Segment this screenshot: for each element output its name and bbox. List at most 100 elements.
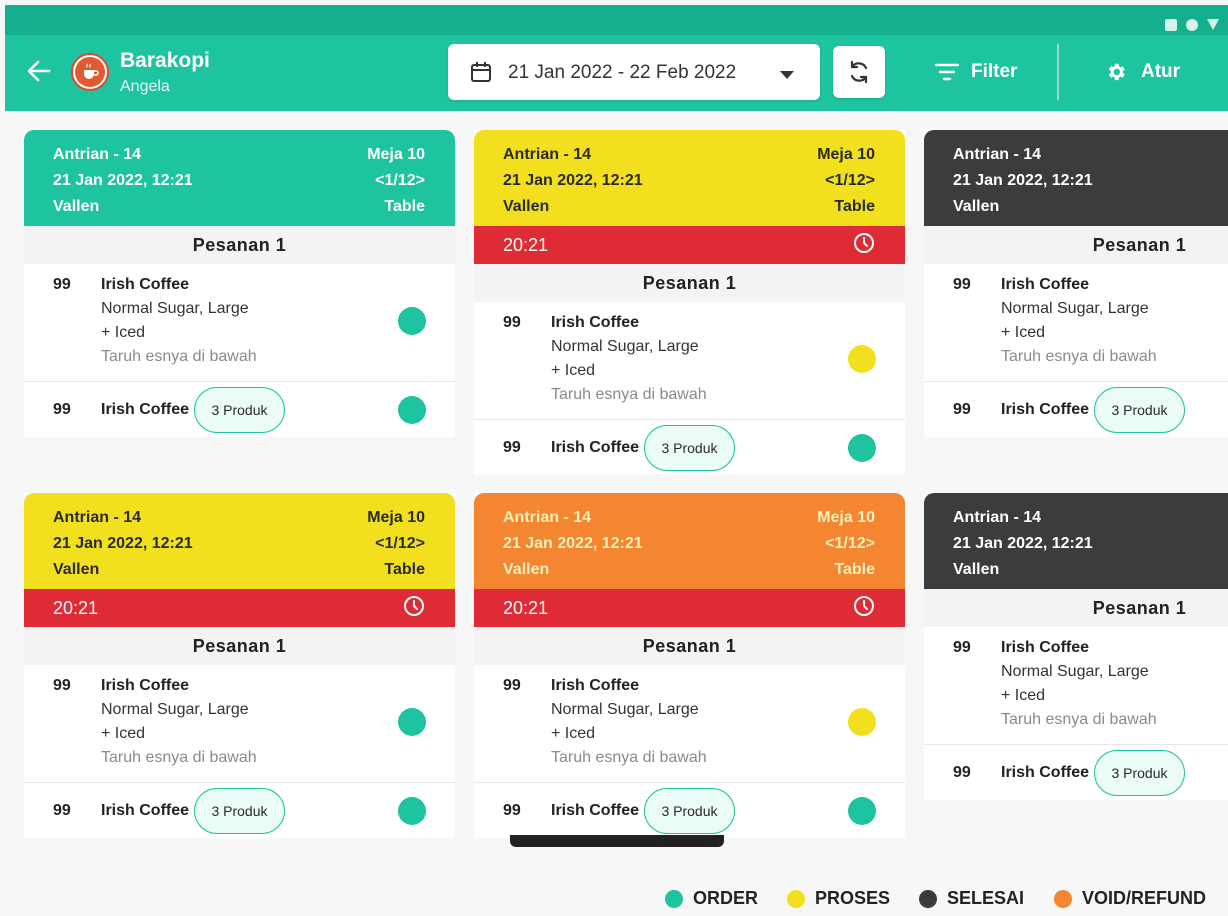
order-item[interactable]: 99 Irish Coffee Normal Sugar, Large + Iced T…	[474, 665, 905, 783]
item-variant: Normal Sugar, Large	[1001, 300, 1149, 317]
item-status-dot[interactable]	[848, 434, 876, 462]
item-note: Taruh esnya di bawah	[551, 749, 707, 766]
clock-icon	[853, 232, 875, 259]
order-item[interactable]: 99 Irish Coffee Normal Sugar, Large + Iced T…	[924, 627, 1228, 745]
order-card[interactable]: Antrian - 14 Meja 10 21 Jan 2022, 12:21 <1/…	[474, 493, 905, 838]
item-name: Irish Coffee	[101, 677, 190, 694]
order-card-header: Antrian - 14 21 Jan 2022, 12:21 Vallen	[924, 493, 1228, 589]
product-count-badge[interactable]: 3 Produk	[644, 425, 735, 471]
order-card[interactable]: Antrian - 14 Meja 10 21 Jan 2022, 12:21 <1/…	[24, 493, 455, 838]
filter-icon	[935, 63, 959, 81]
gear-icon	[1108, 63, 1125, 81]
order-section-title: Pesanan 1	[924, 589, 1228, 627]
legend-label: PROSES	[815, 888, 891, 908]
item-name: Irish Coffee	[1001, 764, 1090, 781]
clock-icon	[853, 595, 875, 622]
product-count-badge[interactable]: 3 Produk	[644, 788, 735, 834]
legend-dot	[919, 889, 937, 908]
item-name: Irish Coffee	[551, 439, 640, 456]
item-addon: + Iced	[101, 324, 146, 341]
sync-icon	[850, 60, 868, 84]
order-card-header-row: Vallen Table	[503, 194, 875, 220]
item-status-dot[interactable]	[848, 345, 876, 373]
order-card-header: Antrian - 14 Meja 10 21 Jan 2022, 12:21 <1/…	[474, 493, 905, 589]
order-card-header-row: 21 Jan 2022, 12:21 <1/12>	[53, 168, 425, 194]
filter-button[interactable]: Filter	[935, 56, 1017, 88]
legend-label: ORDER	[693, 888, 759, 908]
order-section-title: Pesanan 1	[474, 627, 905, 665]
item-status-dot[interactable]	[848, 797, 876, 825]
item-variant: Normal Sugar, Large	[551, 701, 699, 718]
order-datetime: 21 Jan 2022, 12:21	[503, 535, 643, 552]
item-name: Irish Coffee	[551, 314, 640, 331]
clock-icon	[403, 595, 425, 622]
order-customer: Vallen	[953, 198, 1000, 215]
product-count-badge[interactable]: 3 Produk	[1094, 750, 1185, 796]
item-variant: Normal Sugar, Large	[551, 338, 699, 355]
refresh-button[interactable]	[833, 46, 885, 98]
legend-label: VOID/REFUND	[1082, 888, 1207, 908]
caret-down-icon[interactable]	[779, 67, 795, 85]
item-note: Taruh esnya di bawah	[1001, 711, 1157, 728]
order-card[interactable]: Antrian - 14 21 Jan 2022, 12:21 Vallen Pesa…	[924, 130, 1228, 437]
order-item[interactable]: 99 Irish Coffee 3 Produk	[924, 745, 1228, 800]
order-item[interactable]: 99 Irish Coffee Normal Sugar, Large + Iced T…	[474, 302, 905, 420]
date-range-picker[interactable]	[448, 44, 820, 100]
order-item[interactable]: 99 Irish Coffee Normal Sugar, Large + Iced T…	[924, 264, 1228, 382]
order-card-header-row: Vallen Table	[503, 557, 875, 583]
order-table-page: <1/12>	[825, 535, 875, 552]
order-item[interactable]: 99 Irish Coffee 3 Produk	[24, 382, 455, 437]
calendar-icon	[470, 61, 492, 88]
filter-label: Filter	[971, 61, 1018, 82]
item-quantity: 99	[53, 802, 71, 819]
item-addon: + Iced	[1001, 324, 1046, 341]
order-timer: 20:21	[474, 589, 905, 627]
scroll-indicator[interactable]	[510, 835, 724, 847]
legend-dot	[665, 889, 683, 908]
date-range-value: 21 Jan 2022 - 22 Feb 2022	[508, 62, 737, 83]
order-card[interactable]: Antrian - 14 Meja 10 21 Jan 2022, 12:21 <1/…	[474, 130, 905, 475]
legend-dot	[787, 889, 805, 908]
order-item[interactable]: 99 Irish Coffee 3 Produk	[474, 783, 905, 838]
order-card-header-row: Antrian - 14 Meja 10	[503, 505, 875, 531]
item-status-dot[interactable]	[398, 797, 426, 825]
order-card-header-row: 21 Jan 2022, 12:21 <1/12>	[503, 168, 875, 194]
order-item[interactable]: 99 Irish Coffee 3 Produk	[24, 783, 455, 838]
order-table-page: <1/12>	[825, 172, 875, 189]
arrow-left-icon[interactable]	[26, 58, 52, 84]
item-name: Irish Coffee	[551, 677, 640, 694]
user-name: Angela	[120, 78, 170, 95]
product-count-badge[interactable]: 3 Produk	[1094, 387, 1185, 433]
timer-value: 20:21	[503, 234, 549, 255]
product-count-badge[interactable]: 3 Produk	[194, 387, 285, 433]
order-card-header-row: Antrian - 14 Meja 10	[503, 142, 875, 168]
order-card[interactable]: Antrian - 14 Meja 10 21 Jan 2022, 12:21 <1/…	[24, 130, 455, 437]
order-item[interactable]: 99 Irish Coffee Normal Sugar, Large + Iced T…	[24, 665, 455, 783]
timer-value: 20:21	[503, 597, 549, 618]
order-item[interactable]: 99 Irish Coffee 3 Produk	[474, 420, 905, 475]
item-status-dot[interactable]	[398, 396, 426, 424]
order-card[interactable]: Antrian - 14 21 Jan 2022, 12:21 Vallen Pesa…	[924, 493, 1228, 800]
order-card-header-row: Vallen Table	[53, 194, 425, 220]
order-datetime: 21 Jan 2022, 12:21	[53, 172, 193, 189]
order-item[interactable]: 99 Irish Coffee Normal Sugar, Large + Iced T…	[24, 264, 455, 382]
settings-button[interactable]: Atur	[1105, 56, 1180, 88]
order-item[interactable]: 99 Irish Coffee 3 Produk	[924, 382, 1228, 437]
item-status-dot[interactable]	[848, 708, 876, 736]
order-queue: Antrian - 14	[53, 146, 142, 163]
item-name: Irish Coffee	[1001, 276, 1090, 293]
order-customer: Vallen	[53, 198, 100, 215]
item-status-dot[interactable]	[398, 708, 426, 736]
order-table: Meja 10	[817, 146, 875, 163]
item-status-dot[interactable]	[398, 307, 426, 335]
order-card-header-row: Antrian - 14 Meja 10	[53, 505, 425, 531]
item-quantity: 99	[953, 276, 971, 293]
order-table: Meja 10	[367, 509, 425, 526]
item-quantity: 99	[503, 314, 521, 331]
item-note: Taruh esnya di bawah	[1001, 348, 1157, 365]
product-count-badge[interactable]: 3 Produk	[194, 788, 285, 834]
item-addon: + Iced	[551, 725, 596, 742]
item-addon: + Iced	[101, 725, 146, 742]
item-addon: + Iced	[551, 362, 596, 379]
